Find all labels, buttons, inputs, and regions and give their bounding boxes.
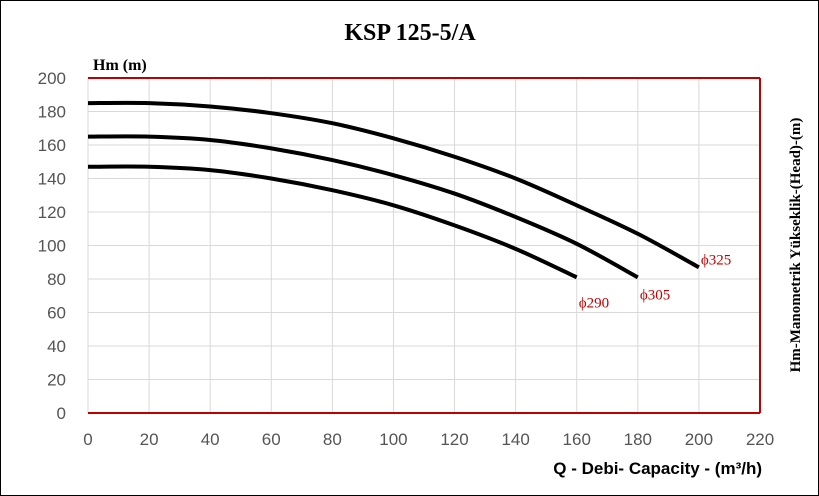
- y-tick-label: 160: [38, 136, 66, 155]
- series-label-1: ϕ290: [579, 295, 609, 311]
- series-line-3: [87, 100, 700, 270]
- y-tick-label: 40: [47, 337, 66, 356]
- y-axis-label: Hm (m): [93, 57, 147, 74]
- series-group: [87, 100, 700, 280]
- x-tick-label: 60: [262, 430, 281, 449]
- curve-labels: ϕ290 ϕ305 ϕ325: [579, 252, 732, 311]
- x-tick-label: 200: [685, 430, 713, 449]
- series-label-2: ϕ305: [640, 287, 670, 303]
- x-tick-label: 0: [83, 430, 92, 449]
- y-tick-label: 180: [38, 103, 66, 122]
- plot-border: [88, 77, 761, 414]
- x-tick-label: 140: [501, 430, 529, 449]
- y-tick-label: 200: [38, 69, 66, 88]
- right-axis-label: Hm-Manometrik Yükseklik-(Head)-(m): [788, 118, 804, 373]
- y-tick-label: 80: [47, 270, 66, 289]
- x-tick-label: 120: [440, 430, 468, 449]
- x-tick-label: 180: [624, 430, 652, 449]
- y-tick-label: 0: [57, 404, 66, 423]
- chart-title: KSP 125-5/A: [344, 20, 476, 46]
- grid: [87, 77, 761, 414]
- x-tick-label: 220: [746, 430, 774, 449]
- x-tick-label: 80: [323, 430, 342, 449]
- x-tick-label: 40: [201, 430, 220, 449]
- x-axis-label: Q - Debi- Capacity - (m³/h): [553, 459, 762, 478]
- series-line-2: [87, 134, 639, 280]
- y-tick-label: 140: [38, 170, 66, 189]
- series-label-3: ϕ325: [701, 252, 731, 268]
- series-line-1: [87, 164, 578, 280]
- y-tick-label: 60: [47, 304, 66, 323]
- x-tick-label: 160: [563, 430, 591, 449]
- x-tick-label: 100: [379, 430, 407, 449]
- x-tick-label: 20: [140, 430, 159, 449]
- ticks: 0 20 40 60 80 100 120 140 160 180 200 220 0 20 40 60 80 1…: [38, 69, 775, 449]
- y-tick-label: 120: [38, 203, 66, 222]
- y-tick-label: 20: [47, 371, 66, 390]
- y-tick-label: 100: [38, 237, 66, 256]
